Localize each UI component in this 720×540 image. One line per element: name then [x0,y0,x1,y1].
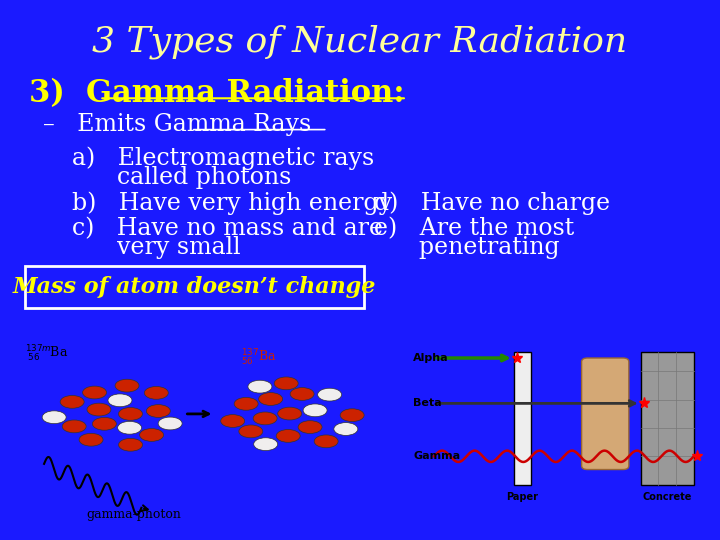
Circle shape [298,421,322,434]
Circle shape [92,417,117,430]
FancyBboxPatch shape [25,266,364,308]
Circle shape [83,386,107,399]
Text: c)   Have no mass and are: c) Have no mass and are [72,217,383,240]
Text: penetrating: penetrating [374,236,560,259]
Circle shape [239,425,263,438]
Text: $^{137}_{56}$Ba: $^{137}_{56}$Ba [240,348,276,368]
Text: e)   Are the most: e) Are the most [374,217,575,240]
Text: 3)  Gamma Radiation:: 3) Gamma Radiation: [29,78,405,109]
Text: d)   Have no charge: d) Have no charge [374,192,611,215]
Text: Paper: Paper [507,492,539,502]
Text: very small: very small [72,236,240,259]
Text: called photons: called photons [72,166,292,189]
Circle shape [303,404,327,417]
Circle shape [314,435,338,448]
Circle shape [340,409,364,422]
Circle shape [158,417,182,430]
Circle shape [221,415,245,427]
Circle shape [62,420,86,433]
Text: Alpha: Alpha [413,353,449,363]
Circle shape [318,388,341,401]
Circle shape [276,429,300,442]
Text: 3 Types of Nuclear Radiation: 3 Types of Nuclear Radiation [92,24,628,59]
Circle shape [79,433,103,446]
Text: a)   Electromagnetic rays: a) Electromagnetic rays [72,147,374,171]
Circle shape [234,397,258,410]
Text: –   Emits Gamma Rays: – Emits Gamma Rays [43,113,312,137]
Circle shape [60,395,84,408]
Text: Concrete: Concrete [642,492,692,502]
Circle shape [248,380,272,393]
Circle shape [334,423,358,435]
Circle shape [146,404,171,417]
Circle shape [108,394,132,407]
Text: Mass of atom doesn’t change: Mass of atom doesn’t change [13,276,376,298]
Circle shape [117,421,142,434]
Circle shape [290,388,314,400]
Text: $^{137m}_{\ 56}$Ba: $^{137m}_{\ 56}$Ba [25,344,68,364]
Circle shape [140,429,163,441]
Text: gamma-photon: gamma-photon [86,508,181,521]
Circle shape [119,408,143,420]
Circle shape [87,403,111,416]
Text: Gamma: Gamma [413,451,461,461]
Bar [514,353,531,485]
Circle shape [278,407,302,420]
Bar [641,353,694,485]
Text: b)   Have very high energy: b) Have very high energy [72,192,392,215]
Circle shape [42,411,66,424]
Circle shape [115,379,139,392]
Circle shape [274,377,298,390]
Text: Beta: Beta [413,399,442,408]
Circle shape [144,387,168,399]
Circle shape [258,393,283,406]
Circle shape [119,438,143,451]
FancyBboxPatch shape [582,358,629,469]
Circle shape [253,412,277,425]
Circle shape [253,438,278,450]
